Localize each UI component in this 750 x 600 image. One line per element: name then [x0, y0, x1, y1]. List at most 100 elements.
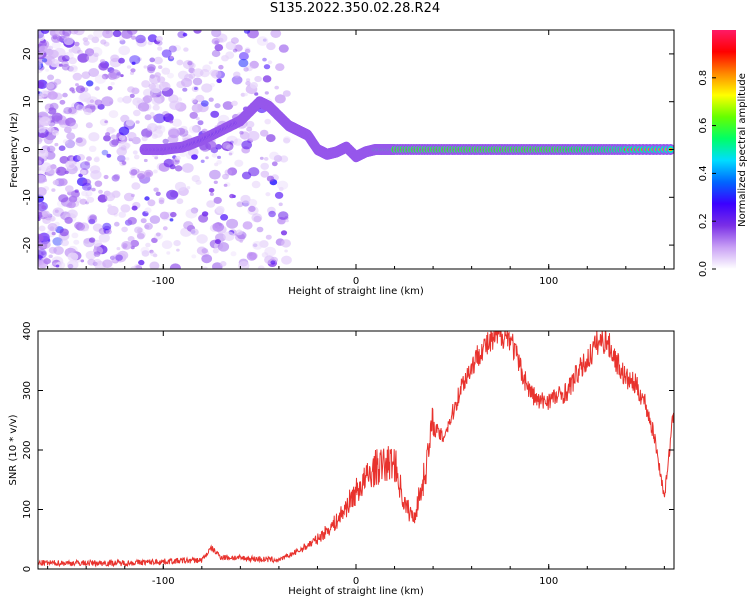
spectrogram-speckle	[216, 78, 222, 84]
spectrogram-speckle	[262, 57, 267, 62]
spectrogram-speckle	[74, 41, 80, 47]
spectrogram-speckle	[240, 194, 251, 204]
y-tick-label: 300	[22, 381, 33, 400]
spectrogram-speckle	[168, 128, 180, 139]
spectrogram-speckle	[206, 200, 216, 208]
spectrogram-speckle	[143, 158, 148, 163]
spectrogram-speckle	[226, 218, 239, 229]
spectrogram-speckle	[112, 30, 122, 38]
spectrogram-speckle	[42, 58, 48, 63]
spectrogram-speckle	[202, 266, 208, 269]
spectrogram-speckle	[169, 100, 181, 110]
y-tick-label: 20	[22, 48, 33, 61]
spectrogram-speckle	[236, 201, 244, 208]
spectrogram-speckle	[143, 65, 148, 69]
spectrogram-speckle	[107, 192, 115, 198]
spectrogram-speckle	[136, 233, 145, 240]
spectrogram-speckle	[43, 258, 51, 265]
spectrogram-speckle	[140, 218, 147, 224]
colorbar-tick-label: 0.8	[698, 70, 709, 86]
spectrogram-speckle	[80, 259, 85, 263]
spectrogram-speckle	[89, 214, 97, 221]
spectrogram-speckle	[107, 205, 119, 216]
spectrogram-speckle	[218, 64, 224, 70]
spectrogram-speckle	[161, 67, 171, 75]
spectrogram-speckle	[248, 167, 260, 177]
spectrogram-speckle	[38, 45, 48, 54]
spectrogram-speckle	[71, 232, 79, 239]
spectrogram-speckle	[223, 183, 228, 187]
spectrogram-speckle	[117, 155, 126, 162]
spectrogram-speckle	[162, 111, 170, 117]
spectrogram-speckle	[59, 228, 69, 237]
x-tick-label: 100	[539, 576, 558, 587]
spectrogram-speckle	[153, 56, 163, 65]
spectrogram-speckle	[221, 141, 234, 152]
spectrogram-speckle	[64, 139, 76, 149]
spectrogram-speckle	[51, 231, 56, 236]
spectrogram-speckle	[214, 239, 221, 245]
spectrogram-speckle	[71, 90, 76, 94]
spectrogram-speckle	[252, 241, 263, 250]
spectrogram-speckle	[68, 65, 78, 73]
spectrogram-speckle	[183, 47, 189, 52]
spectrogram-speckle	[106, 126, 115, 134]
x-tick-label: -100	[152, 576, 175, 587]
spectrogram-speckle	[194, 86, 198, 91]
spectrogram-speckle	[92, 223, 103, 232]
snr-panel: -100 0 100 0 100 200 300 400 Height of straight…	[8, 321, 675, 597]
spectrogram-speckle	[246, 252, 257, 261]
spectrogram-speckle	[38, 233, 44, 243]
spectrogram-speckle	[214, 162, 219, 167]
spectrogram-speckle	[38, 160, 42, 165]
spectrogram-speckle	[176, 59, 184, 66]
y-tick-label: 200	[22, 440, 33, 459]
spectrogram-speckle	[210, 110, 220, 118]
spectrogram-speckle	[44, 214, 52, 221]
spectrogram-speckle	[97, 194, 108, 203]
spectrogram-speckle	[186, 186, 191, 190]
spectrogram-speckle	[270, 260, 276, 265]
spectrogram-speckle	[219, 261, 227, 267]
spectrogram-speckle	[158, 81, 171, 92]
spectrogram-speckle	[134, 154, 140, 160]
spectrogram-speckle	[158, 65, 163, 69]
colorbar-ticks: 0.0 0.2 0.4 0.6 0.8	[698, 70, 716, 277]
spectrogram-speckle	[231, 100, 238, 107]
spectrogram-speckle	[60, 239, 69, 247]
spectrogram-speckle	[61, 60, 69, 68]
spectrogram-speckle	[106, 153, 112, 158]
x-tick-label: -100	[152, 276, 175, 287]
spectrogram-speckle	[82, 178, 92, 186]
spectrogram-speckle	[144, 114, 152, 121]
spectrogram-speckle	[38, 30, 45, 39]
spectrogram-speckle	[59, 99, 66, 105]
spectrogram-speckle	[234, 159, 244, 167]
spectrogram-speckle	[68, 48, 74, 53]
spectrogram-speckle	[130, 239, 140, 248]
y-tick-label: -10	[22, 189, 33, 205]
spectrogram-speckle	[51, 41, 61, 49]
spectrogram-speckle	[163, 158, 174, 168]
spectrogram-speckle	[268, 210, 276, 218]
spectrogram-speckle	[277, 180, 289, 190]
spectrogram-ylabel: Frequency (Hz)	[9, 112, 20, 188]
spectrogram-speckle	[214, 103, 221, 109]
spectrogram-speckle	[48, 254, 53, 259]
colorbar-tick-label: 0.4	[698, 165, 709, 181]
spectrogram-speckle	[168, 45, 177, 53]
spectrogram-speckle	[152, 253, 158, 258]
spectrogram-speckle	[80, 87, 86, 92]
spectrogram-speckle	[84, 161, 90, 166]
spectrogram-speckle	[130, 245, 135, 250]
spectrogram-speckle	[182, 32, 188, 37]
spectrogram-speckle	[278, 44, 289, 53]
spectrogram-speckle	[108, 110, 119, 119]
spectrogram-speckle	[188, 73, 196, 79]
spectrogram-speckle	[103, 190, 111, 197]
spectrogram-speckle	[111, 128, 116, 133]
spectrogram-speckle	[84, 228, 89, 232]
spectrogram-speckle	[120, 204, 131, 213]
spectrogram-speckle	[83, 108, 93, 116]
spectrogram-speckle	[169, 120, 174, 124]
